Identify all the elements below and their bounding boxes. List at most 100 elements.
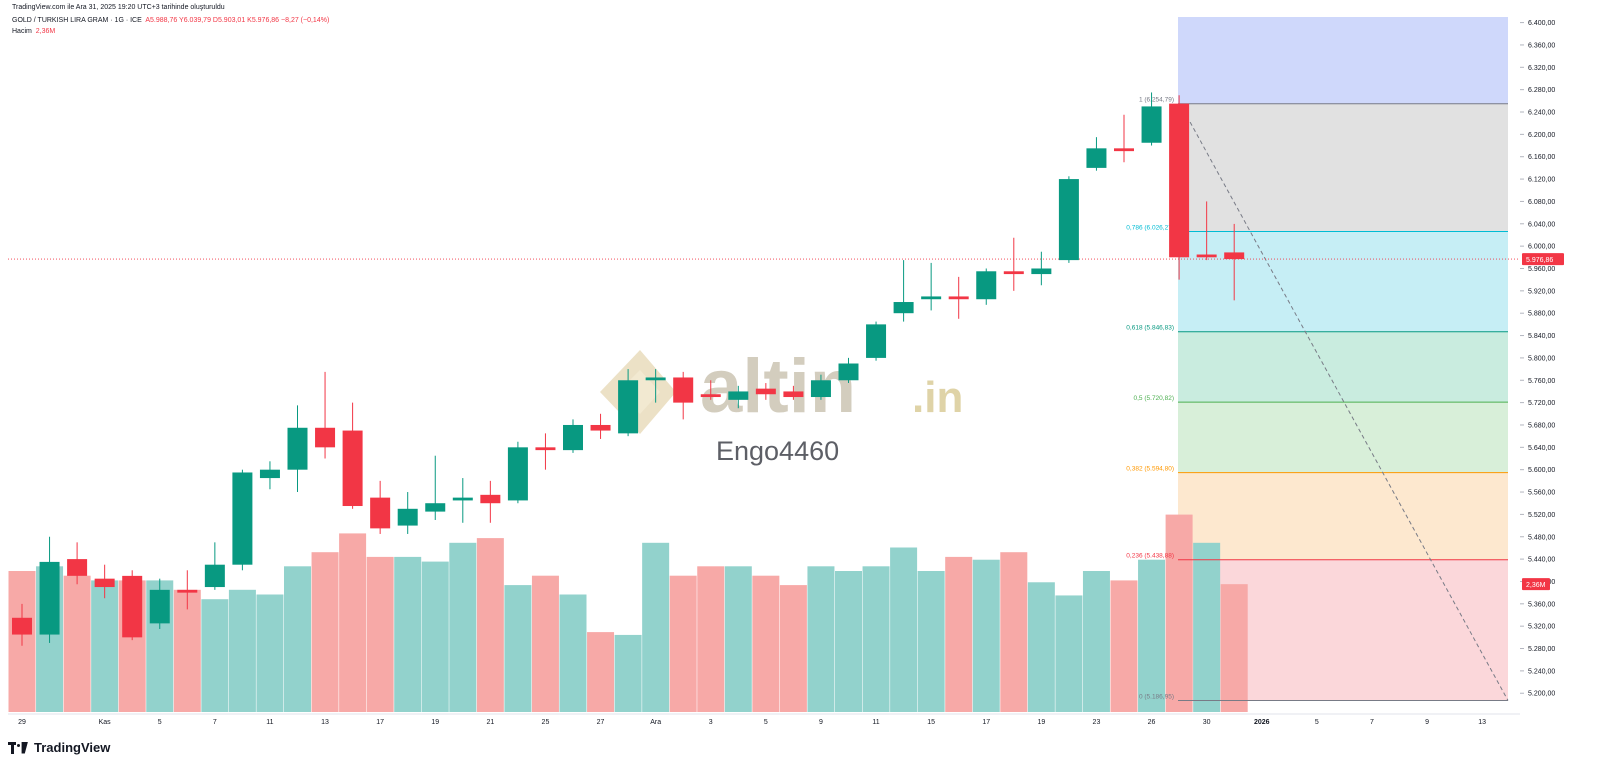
volume-bar [1220,584,1248,712]
candle-body[interactable] [783,391,804,398]
candle-body[interactable] [618,380,639,434]
volume-tag[interactable] [1522,578,1550,591]
candle-body[interactable] [397,508,418,526]
candle-body[interactable] [149,589,170,624]
candle-body[interactable] [535,447,556,451]
candle-body[interactable] [976,271,997,300]
candle-body[interactable] [563,424,583,451]
candle-body[interactable] [1058,179,1079,261]
candle-body[interactable] [948,296,969,300]
candle-body[interactable] [67,559,88,576]
candle-body[interactable] [94,578,115,588]
time-tick-label: 27 [597,719,605,726]
volume-bar [339,533,367,712]
candle-body[interactable] [1114,148,1134,152]
volume-bar [835,571,862,712]
candle-body[interactable] [12,617,32,635]
time-tick-label: 11 [872,719,879,726]
price-tick-label: 5.680,00 [1528,422,1555,429]
price-tick-label: 5.440,00 [1528,557,1555,564]
last-price-tag[interactable] [1522,253,1564,266]
volume-bar [642,542,670,712]
candle-body[interactable] [342,430,363,507]
altin-logo-icon-inner [618,370,660,414]
candle-body[interactable] [370,497,391,529]
time-tick-label: 15 [927,719,935,726]
candle-body[interactable] [1031,268,1052,275]
candle-body[interactable] [1141,106,1162,143]
candle-body[interactable] [1196,254,1217,258]
candle-body[interactable] [315,427,336,448]
candle-body[interactable] [1224,252,1245,260]
tradingview-icon [8,741,28,754]
volume-legend-value: 2,36M [35,28,56,35]
price-tick-label: 6.240,00 [1528,110,1555,117]
candle-body[interactable] [287,427,308,470]
candle-body[interactable] [645,377,666,381]
candle-body[interactable] [590,424,611,431]
time-tick-label: Kas [99,719,112,726]
price-tick-label: 6.360,00 [1528,42,1555,49]
volume-bar [724,566,752,712]
time-tick-label: 9 [819,719,823,726]
symbol-name[interactable]: GOLD / TURKISH LIRA GRAM · 1G · ICE [12,17,142,24]
candle-body[interactable] [507,447,528,501]
time-tick-label: 23 [1093,719,1101,726]
price-tick-label: 6.280,00 [1528,87,1555,94]
candle-body[interactable] [700,394,721,398]
fib-zone-0.5 [1178,331,1508,403]
candle-body[interactable] [838,363,859,381]
candle-body[interactable] [1003,271,1024,275]
candle-body[interactable] [921,296,942,300]
candle-body[interactable] [673,377,694,403]
price-tick-label: 5.320,00 [1528,624,1555,631]
price-tick-label: 6.040,00 [1528,221,1555,228]
time-tick-label: 2026 [1254,719,1270,726]
candle-body[interactable] [810,380,831,398]
fib-label-0.5: 0,5 (5.720,82) [1134,395,1174,402]
price-tick-label: 5.240,00 [1528,668,1555,675]
time-tick-label: 29 [18,719,26,726]
candle-body[interactable] [866,324,887,358]
volume-tag-label: 2,36M [1526,582,1546,589]
candle-body[interactable] [177,589,198,593]
candle-body[interactable] [204,564,225,588]
volume-bar [1110,580,1138,712]
fib-zone-0.618 [1178,231,1508,332]
price-tick-label: 5.720,00 [1528,400,1555,407]
time-tick-label: 7 [1370,719,1374,726]
candle-body[interactable] [480,494,501,504]
candle-body[interactable] [232,472,253,565]
symbol-legend: GOLD / TURKISH LIRA GRAM · 1G · ICE A5.9… [12,17,329,24]
candle-body[interactable] [1086,148,1107,168]
candle-body[interactable] [425,503,446,512]
fib-zone-0.236 [1178,472,1508,560]
volume-bar [311,552,339,712]
candle-body[interactable] [755,388,776,395]
candle-body[interactable] [893,302,914,314]
fib-trend-line[interactable] [1179,103,1509,701]
price-tick-label: 6.400,00 [1528,20,1555,27]
volume-bar [1138,559,1166,712]
time-tick-label: 21 [486,719,494,726]
watermark-username: Engo4460 [716,436,839,466]
candle-body[interactable] [452,497,473,501]
candle-body[interactable] [728,391,749,400]
volume-bar [890,547,918,712]
candle-body[interactable] [1169,103,1190,258]
time-tick-label: 11 [266,719,273,726]
tradingview-logo[interactable]: TradingView [8,740,110,755]
volume-bar [201,599,229,712]
volume-legend-label[interactable]: Hacim [12,28,32,35]
candle-body[interactable] [259,469,280,479]
volume-bar [697,566,725,712]
volume-bar [228,589,256,712]
price-tick-label: 5.800,00 [1528,355,1555,362]
volume-bar [504,585,532,712]
candle-body[interactable] [39,561,60,635]
candle-body[interactable] [122,575,143,638]
price-axis-bg [1520,0,1600,716]
volume-bar [394,556,422,712]
time-tick-label: 9 [1425,719,1429,726]
